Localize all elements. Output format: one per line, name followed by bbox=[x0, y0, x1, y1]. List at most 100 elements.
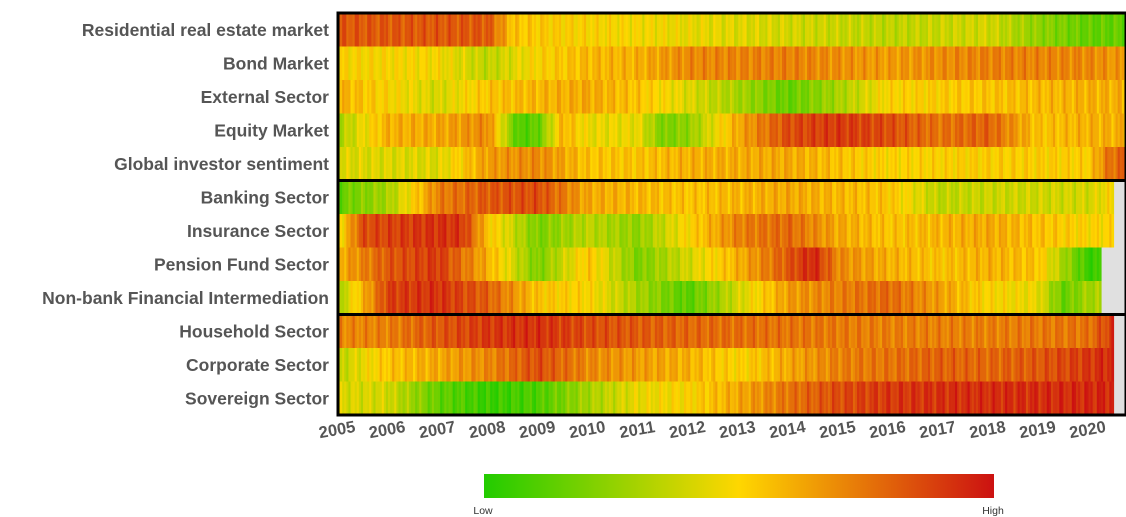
heatmap-cell bbox=[367, 13, 370, 47]
heatmap-cell bbox=[934, 46, 937, 80]
heatmap-cell bbox=[792, 348, 796, 382]
heatmap-cell bbox=[863, 214, 867, 248]
heatmap-cell bbox=[594, 247, 598, 281]
heatmap-cell bbox=[548, 281, 552, 315]
heatmap-cell bbox=[663, 314, 666, 348]
heatmap-cell bbox=[725, 214, 729, 248]
heatmap-cell bbox=[952, 46, 956, 80]
heatmap-cell bbox=[1011, 147, 1015, 181]
heatmap-cell bbox=[383, 214, 387, 248]
heatmap-cell bbox=[435, 214, 439, 248]
heatmap-cell bbox=[346, 381, 350, 415]
heatmap-cell bbox=[809, 348, 812, 382]
heatmap-cell bbox=[1100, 314, 1104, 348]
heatmap-cell bbox=[940, 348, 944, 382]
heatmap-cell bbox=[894, 13, 898, 47]
heatmap-cell bbox=[804, 247, 808, 281]
heatmap-cell bbox=[577, 113, 581, 147]
heatmap-cell bbox=[917, 180, 921, 214]
heatmap-cell bbox=[959, 214, 962, 248]
heatmap-cell bbox=[1098, 113, 1102, 147]
heatmap-cell bbox=[504, 80, 508, 114]
heatmap-cell bbox=[959, 147, 962, 181]
heatmap-cell bbox=[427, 247, 431, 281]
heatmap-cell bbox=[379, 180, 383, 214]
heatmap-cell bbox=[992, 113, 996, 147]
heatmap-cell bbox=[665, 13, 668, 47]
heatmap-cell bbox=[1053, 113, 1056, 147]
heatmap-cell bbox=[554, 113, 558, 147]
heatmap-cell bbox=[840, 180, 844, 214]
heatmap-cell bbox=[554, 314, 558, 348]
heatmap-cell bbox=[1065, 348, 1069, 382]
heatmap-cell bbox=[748, 46, 752, 80]
heatmap-cell bbox=[381, 46, 385, 80]
heatmap-cell bbox=[723, 13, 727, 47]
heatmap-cell bbox=[598, 147, 602, 181]
heatmap-cell bbox=[732, 80, 735, 114]
heatmap-cell bbox=[611, 113, 614, 147]
heatmap-cell bbox=[563, 147, 566, 181]
heatmap-cell bbox=[381, 314, 385, 348]
heatmap-cell bbox=[1094, 247, 1098, 281]
heatmap-cell bbox=[1053, 381, 1056, 415]
heatmap-cell bbox=[379, 80, 383, 114]
heatmap-cell bbox=[492, 214, 495, 248]
heatmap-cell bbox=[725, 113, 729, 147]
heatmap-cell bbox=[517, 147, 520, 181]
heatmap-cell bbox=[832, 180, 835, 214]
heatmap-cell bbox=[1061, 147, 1065, 181]
heatmap-cell bbox=[1065, 46, 1069, 80]
heatmap-cell bbox=[890, 46, 894, 80]
heatmap-cell bbox=[727, 147, 731, 181]
heatmap-cell bbox=[340, 214, 343, 248]
heatmap-cell bbox=[1090, 80, 1094, 114]
heatmap-cell bbox=[713, 80, 716, 114]
heatmap-cell bbox=[627, 247, 631, 281]
heatmap-cell bbox=[729, 147, 733, 181]
heatmap-cell bbox=[861, 147, 864, 181]
heatmap-cell bbox=[417, 147, 420, 181]
heatmap-cell bbox=[752, 314, 756, 348]
heatmap-cell bbox=[408, 147, 412, 181]
heatmap-cell bbox=[921, 348, 925, 382]
heatmap-cell bbox=[621, 113, 625, 147]
heatmap-cell bbox=[688, 46, 691, 80]
heatmap-cell bbox=[1053, 180, 1056, 214]
heatmap-cell bbox=[392, 281, 395, 315]
heatmap-cell bbox=[771, 46, 775, 80]
heatmap-cell bbox=[819, 314, 823, 348]
heatmap-cell bbox=[932, 180, 935, 214]
heatmap-cell bbox=[1092, 381, 1096, 415]
heatmap-cell bbox=[1094, 348, 1098, 382]
heatmap-cell bbox=[1103, 314, 1106, 348]
heatmap-cell bbox=[1044, 180, 1048, 214]
heatmap-cell bbox=[813, 180, 816, 214]
heatmap-cell bbox=[861, 381, 864, 415]
heatmap-cell bbox=[944, 113, 948, 147]
heatmap-cell bbox=[854, 314, 858, 348]
heatmap-cell bbox=[1034, 113, 1037, 147]
heatmap-cell bbox=[1061, 348, 1065, 382]
heatmap-cell bbox=[402, 113, 406, 147]
heatmap-cell bbox=[1088, 214, 1092, 248]
heatmap-cell bbox=[508, 314, 512, 348]
heatmap-cell bbox=[832, 281, 835, 315]
heatmap-cell bbox=[888, 46, 892, 80]
heatmap-cell bbox=[1028, 314, 1031, 348]
heatmap-cell bbox=[1053, 348, 1056, 382]
heatmap-cell bbox=[413, 214, 416, 248]
heatmap-cell bbox=[769, 13, 773, 47]
heatmap-cell bbox=[473, 348, 477, 382]
heatmap-cell bbox=[602, 381, 606, 415]
heatmap-cell bbox=[896, 214, 900, 248]
heatmap-cell bbox=[513, 247, 516, 281]
heatmap-cell bbox=[1061, 381, 1065, 415]
heatmap-cell bbox=[1111, 147, 1115, 181]
heatmap-cell bbox=[1063, 314, 1067, 348]
heatmap-cell bbox=[488, 13, 491, 47]
heatmap-cell bbox=[385, 348, 389, 382]
heatmap-cell bbox=[727, 13, 731, 47]
heatmap-cell bbox=[890, 180, 894, 214]
heatmap-cell bbox=[456, 381, 460, 415]
